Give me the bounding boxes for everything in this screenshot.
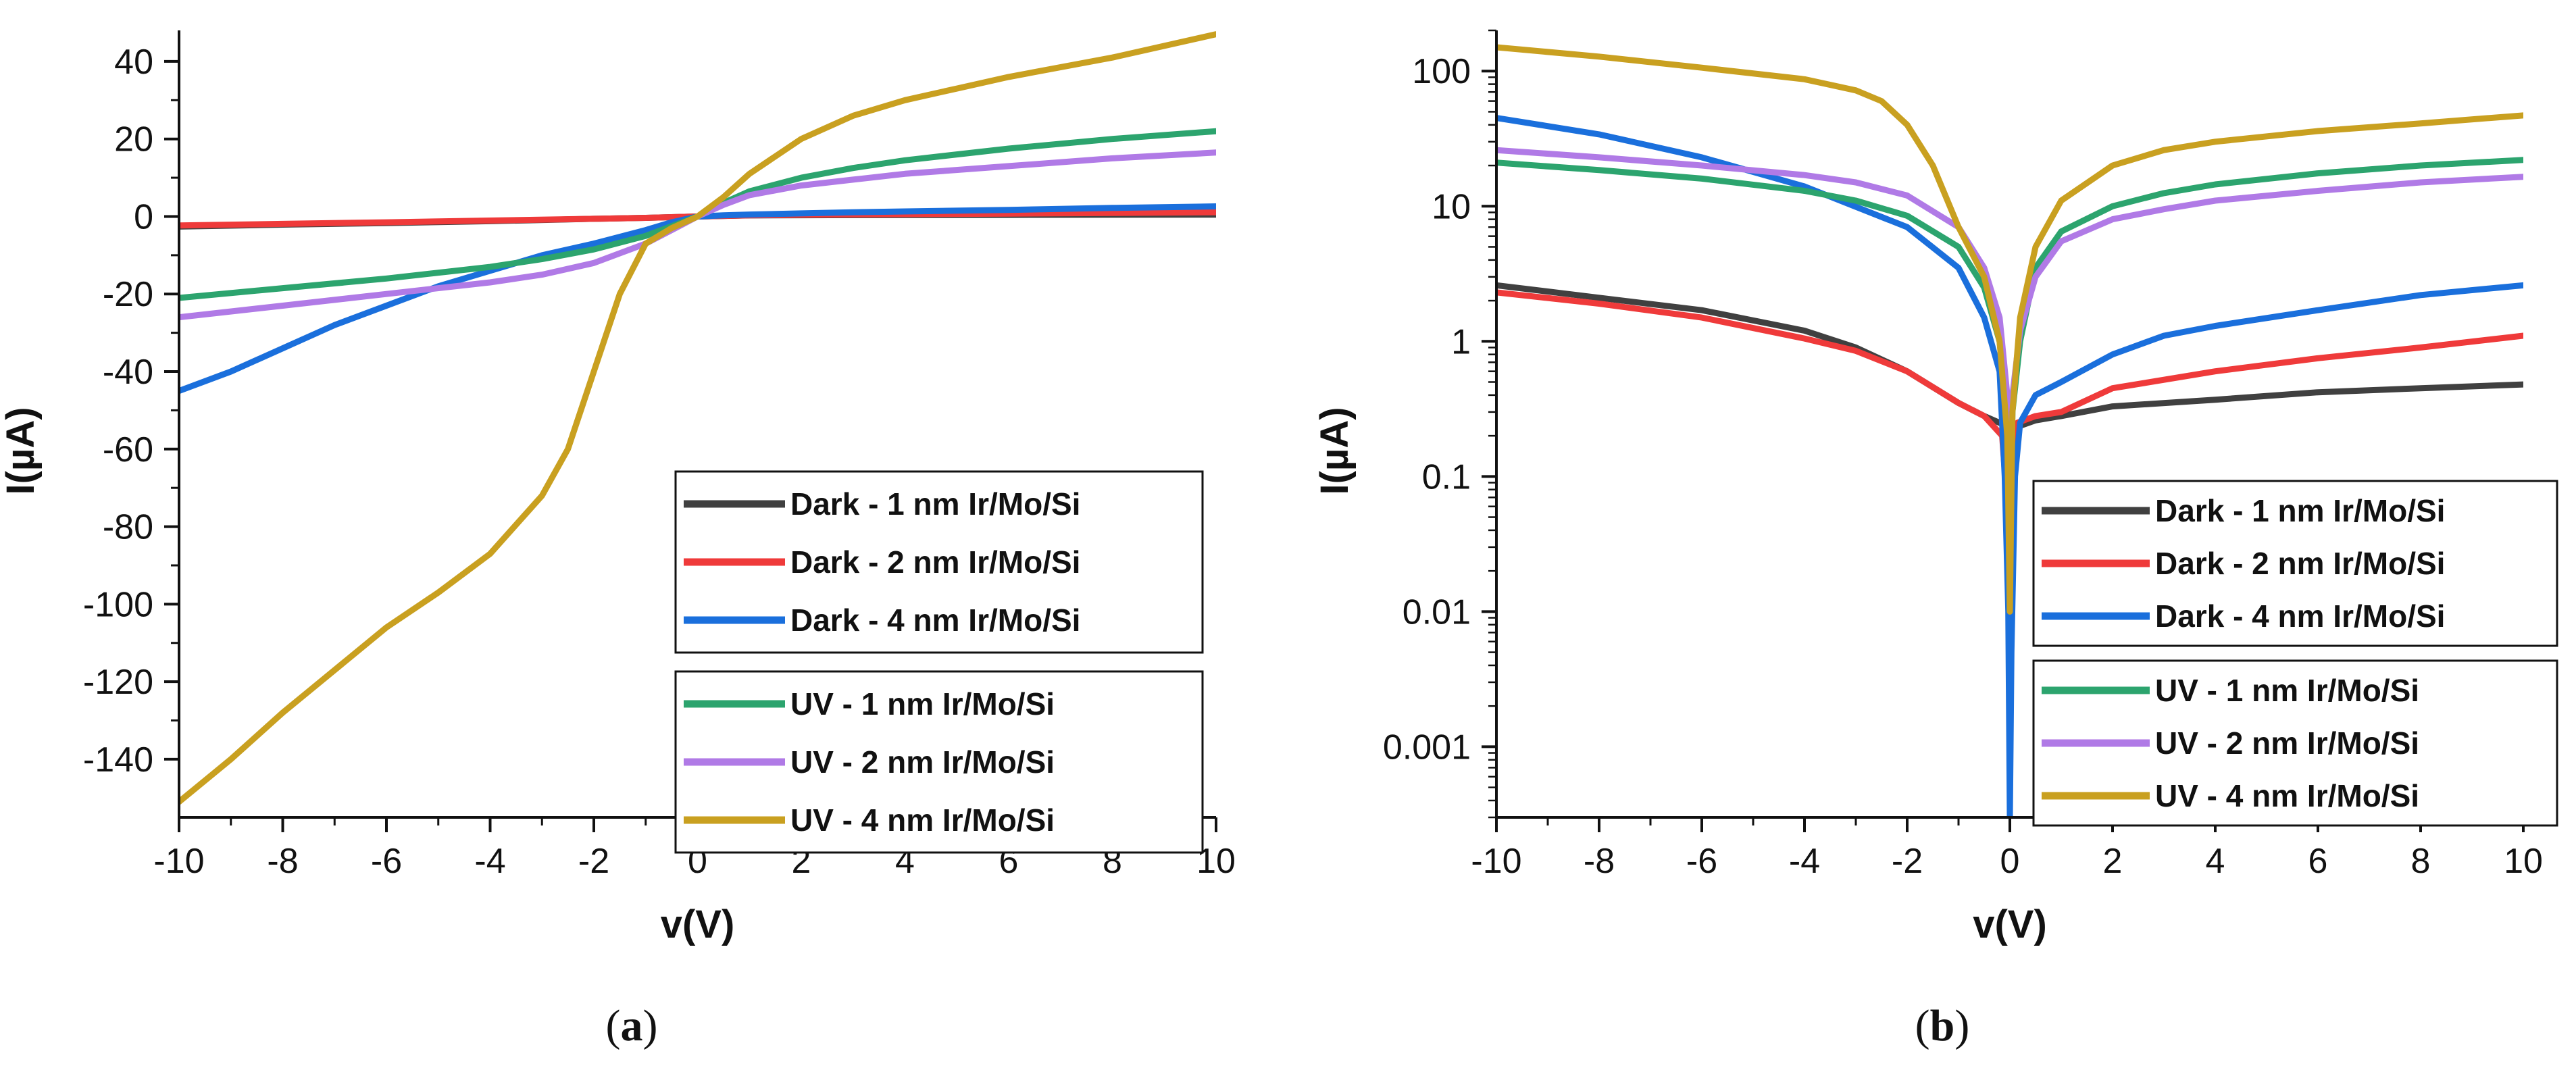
series-line-dark-4-nm-ir-mo-si bbox=[179, 203, 1216, 395]
panel-caption: (a) bbox=[606, 1001, 658, 1050]
caption-letter: a bbox=[621, 1001, 643, 1050]
legend-label: UV - 4 nm Ir/Mo/Si bbox=[790, 803, 1055, 838]
x-axis-label: v(V) bbox=[1973, 902, 2047, 946]
series-group bbox=[1496, 44, 2523, 817]
caption-close: ) bbox=[1954, 1001, 1969, 1050]
y-tick-label: 10 bbox=[1432, 187, 1471, 226]
x-tick-label: 2 bbox=[2103, 842, 2123, 881]
legend-label: UV - 1 nm Ir/Mo/Si bbox=[790, 686, 1055, 721]
x-tick-label: -4 bbox=[474, 842, 505, 881]
series-line-uv-4-nm-ir-mo-si bbox=[1496, 44, 2523, 615]
y-axis-label: I(µA) bbox=[1313, 407, 1357, 494]
y-tick-label: 20 bbox=[114, 120, 153, 159]
legend: Dark - 1 nm Ir/Mo/Si Dark - 2 nm Ir/Mo/Si… bbox=[674, 470, 1204, 854]
caption-open: ( bbox=[606, 1001, 621, 1050]
y-tick-label: -80 bbox=[103, 508, 153, 547]
y-tick-label: -40 bbox=[103, 353, 153, 392]
x-tick-label: 10 bbox=[2504, 842, 2543, 881]
x-tick-label: -6 bbox=[1686, 842, 1717, 881]
x-tick-label: 8 bbox=[2411, 842, 2431, 881]
y-tick-label: 0.1 bbox=[1422, 457, 1471, 497]
legend-label: UV - 2 nm Ir/Mo/Si bbox=[790, 744, 1055, 780]
x-tick-label: 6 bbox=[2308, 842, 2328, 881]
chart-panel-a: -10 -8 -6 -4 -2 0 2 4 6 8 10-140-120-100-80-60-40-… bbox=[0, 30, 1236, 1050]
legend-label: Dark - 1 nm Ir/Mo/Si bbox=[790, 486, 1080, 522]
caption-open: ( bbox=[1915, 1001, 1930, 1050]
y-tick-label: 100 bbox=[1412, 52, 1471, 91]
x-tick-label: -8 bbox=[1584, 842, 1615, 881]
y-tick-label: -60 bbox=[103, 430, 153, 469]
legend-label: UV - 1 nm Ir/Mo/Si bbox=[2155, 673, 2419, 708]
y-tick-label: -100 bbox=[83, 585, 153, 624]
legend-label: Dark - 4 nm Ir/Mo/Si bbox=[790, 603, 1080, 638]
y-tick-label: 1 bbox=[1451, 322, 1471, 361]
x-tick-label: 4 bbox=[2206, 842, 2225, 881]
y-tick-label: -20 bbox=[103, 275, 153, 314]
caption-letter: b bbox=[1930, 1001, 1955, 1050]
series-line-uv-4-nm-ir-mo-si bbox=[179, 31, 1216, 805]
x-tick-label: -6 bbox=[371, 842, 402, 881]
x-tick-label: 0 bbox=[2000, 842, 2020, 881]
y-tick-label: -140 bbox=[83, 740, 153, 780]
y-tick-label: 40 bbox=[114, 43, 153, 82]
x-tick-label: -10 bbox=[153, 842, 204, 881]
y-axis-label: I(µA) bbox=[0, 407, 43, 494]
x-tick-label: -10 bbox=[1471, 842, 1521, 881]
y-tick-label: 0 bbox=[134, 197, 153, 236]
series-line-dark-4-nm-ir-mo-si bbox=[1496, 115, 2523, 817]
x-tick-label: -8 bbox=[267, 842, 298, 881]
x-tick-label: -2 bbox=[1892, 842, 1923, 881]
legend-label: Dark - 2 nm Ir/Mo/Si bbox=[790, 544, 1080, 580]
y-tick-label: 0.01 bbox=[1403, 592, 1471, 632]
legend-label: Dark - 1 nm Ir/Mo/Si bbox=[2155, 493, 2445, 528]
legend-label: Dark - 2 nm Ir/Mo/Si bbox=[2155, 546, 2445, 581]
x-tick-label: -2 bbox=[578, 842, 609, 881]
chart-panel-b: -10 -8 -6 -4 -2 0 2 4 6 8 10 0.001 0.01 0.1 1 10 100 v(V)… bbox=[1313, 29, 2558, 1050]
panel-caption: (b) bbox=[1915, 1001, 1970, 1050]
legend-label: UV - 2 nm Ir/Mo/Si bbox=[2155, 726, 2419, 761]
y-tick-label: 0.001 bbox=[1383, 728, 1471, 767]
x-axis-label: v(V) bbox=[661, 902, 735, 946]
x-tick-label: -4 bbox=[1789, 842, 1820, 881]
series-line-uv-2-nm-ir-mo-si bbox=[179, 149, 1216, 321]
series-group bbox=[179, 31, 1216, 805]
legend-label: Dark - 4 nm Ir/Mo/Si bbox=[2155, 599, 2445, 634]
legend: Dark - 1 nm Ir/Mo/Si Dark - 2 nm Ir/Mo/Si… bbox=[2032, 480, 2558, 827]
caption-close: ) bbox=[643, 1001, 658, 1050]
legend-label: UV - 4 nm Ir/Mo/Si bbox=[2155, 778, 2419, 813]
y-tick-label: -120 bbox=[83, 663, 153, 702]
